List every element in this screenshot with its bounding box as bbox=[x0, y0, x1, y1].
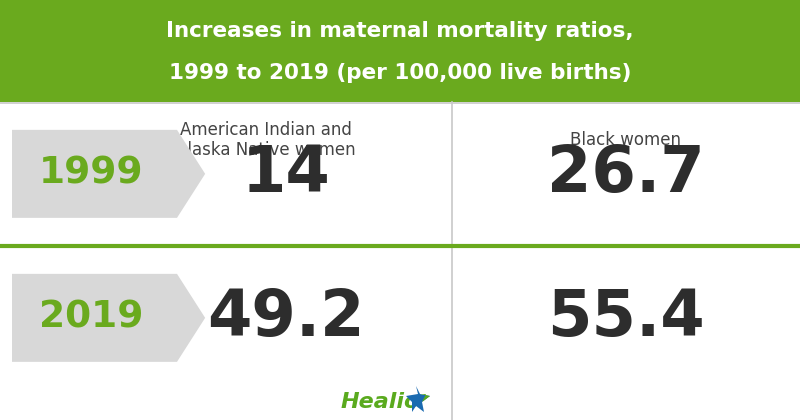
Text: 2019: 2019 bbox=[39, 300, 143, 336]
Text: 1999: 1999 bbox=[39, 156, 143, 192]
Polygon shape bbox=[12, 130, 205, 218]
Polygon shape bbox=[406, 386, 430, 412]
Text: American Indian and
Alaska Native women: American Indian and Alaska Native women bbox=[176, 121, 356, 160]
Text: 26.7: 26.7 bbox=[547, 143, 705, 205]
Polygon shape bbox=[12, 274, 205, 362]
Text: Black women: Black women bbox=[570, 131, 682, 149]
Text: 1999 to 2019 (per 100,000 live births): 1999 to 2019 (per 100,000 live births) bbox=[169, 63, 631, 84]
Text: 49.2: 49.2 bbox=[207, 287, 365, 349]
Text: 55.4: 55.4 bbox=[547, 287, 705, 349]
Bar bbox=[0, 0, 800, 102]
Polygon shape bbox=[420, 394, 430, 402]
Text: 14: 14 bbox=[242, 143, 330, 205]
Text: Healio: Healio bbox=[340, 392, 420, 412]
Text: Increases in maternal mortality ratios,: Increases in maternal mortality ratios, bbox=[166, 21, 634, 41]
